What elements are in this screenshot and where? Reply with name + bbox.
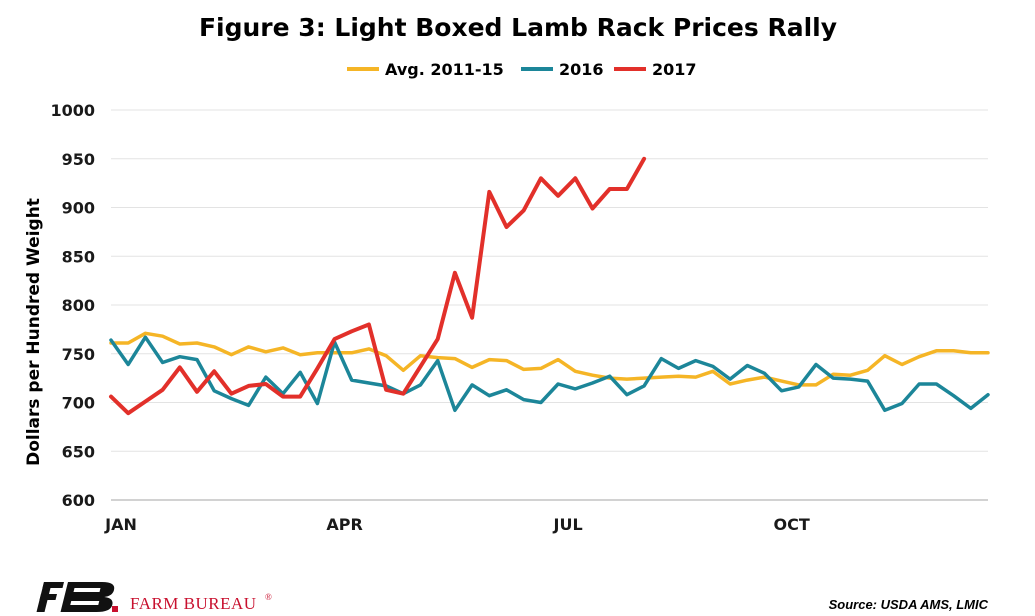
x-tick-label: OCT bbox=[774, 515, 810, 534]
series-lines bbox=[109, 156, 990, 416]
series-line-2017 bbox=[109, 156, 647, 416]
y-tick-label: 800 bbox=[62, 296, 95, 315]
y-tick-label: 650 bbox=[62, 442, 95, 461]
source-note: Source: USDA AMS, LMIC bbox=[829, 597, 989, 612]
y-tick-label: 900 bbox=[62, 199, 95, 218]
x-tick-label: APR bbox=[326, 515, 362, 534]
x-tick-label: JUL bbox=[553, 515, 583, 534]
y-tick-label: 750 bbox=[62, 345, 95, 364]
legend: Avg. 2011-15 2016 2017 bbox=[347, 60, 697, 79]
brand-registered-mark: ® bbox=[265, 592, 272, 602]
brand-name: FARM BUREAU bbox=[130, 594, 257, 613]
y-axis-ticks: 600 650 700 750 800 850 900 950 1000 bbox=[50, 101, 95, 510]
x-tick-label: JAN bbox=[104, 515, 137, 534]
y-tick-label: 850 bbox=[62, 247, 95, 266]
fb-logo-icon bbox=[36, 582, 115, 612]
y-tick-label: 600 bbox=[62, 491, 95, 510]
series-line-2016 bbox=[109, 335, 990, 413]
farm-bureau-logo: FARM BUREAU ® bbox=[36, 582, 272, 613]
chart-title: Figure 3: Light Boxed Lamb Rack Prices R… bbox=[199, 13, 837, 42]
y-tick-label: 1000 bbox=[50, 101, 95, 120]
gridlines bbox=[111, 109, 988, 452]
series-line-avg-2011-15 bbox=[109, 331, 990, 387]
y-tick-label: 700 bbox=[62, 394, 95, 413]
legend-label: Avg. 2011-15 bbox=[385, 60, 504, 79]
logo-accent-square bbox=[112, 606, 118, 612]
y-axis-label: Dollars per Hundred Weight bbox=[24, 198, 44, 466]
legend-label: 2016 bbox=[559, 60, 604, 79]
y-tick-label: 950 bbox=[62, 150, 95, 169]
x-axis-ticks: JAN APR JUL OCT bbox=[104, 515, 810, 534]
legend-label: 2017 bbox=[652, 60, 697, 79]
